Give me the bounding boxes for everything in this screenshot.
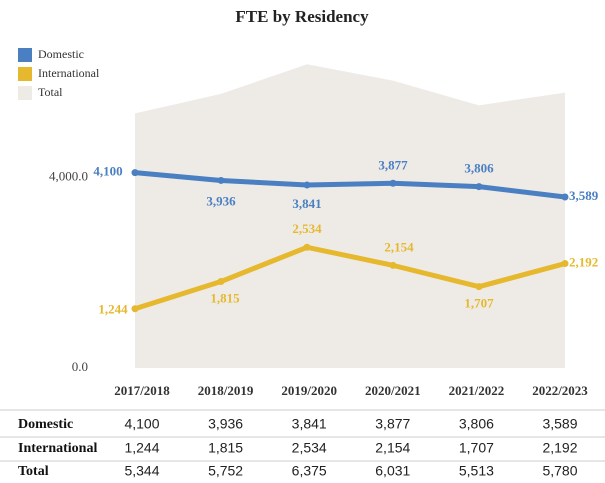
table-cell: 5,752 — [208, 463, 243, 479]
data-label: 3,936 — [206, 193, 236, 208]
table-cell: 1,815 — [208, 440, 243, 456]
data-label: 1,815 — [210, 291, 240, 306]
legend-label: Domestic — [38, 47, 84, 61]
row-header: International — [18, 441, 97, 456]
x-tick-label: 2017/2018 — [114, 383, 170, 398]
data-label: 2,534 — [292, 221, 322, 236]
legend-swatch — [18, 48, 32, 62]
data-label: 2,192 — [569, 255, 598, 270]
legend-label: Total — [38, 85, 63, 99]
table-cell: 1,244 — [124, 440, 159, 456]
table-cell: 3,936 — [208, 416, 243, 432]
table-cell: 5,780 — [542, 463, 577, 479]
point — [475, 283, 483, 291]
point — [217, 278, 225, 286]
table-cell: 3,841 — [292, 416, 327, 432]
point — [389, 261, 397, 269]
point — [131, 305, 139, 313]
y-tick-label: 0.0 — [72, 359, 88, 374]
data-label: 2,154 — [384, 239, 414, 254]
data-label: 3,841 — [292, 196, 321, 211]
data-label: 1,707 — [464, 296, 494, 311]
table-cell: 6,375 — [292, 463, 327, 479]
table-cell: 3,806 — [459, 416, 494, 432]
point — [303, 181, 311, 189]
legend-swatch — [18, 67, 32, 81]
data-label: 3,806 — [464, 161, 494, 176]
x-tick-label: 2021/2022 — [449, 383, 505, 398]
data-label: 3,589 — [569, 188, 599, 203]
point — [561, 260, 569, 268]
x-tick-label: 2022/2023 — [532, 383, 588, 398]
table-cell: 2,192 — [542, 440, 577, 456]
table-cell: 5,344 — [124, 463, 159, 479]
table-cell: 2,534 — [292, 440, 327, 456]
chart-title: FTE by Residency — [235, 7, 369, 26]
x-tick-label: 2019/2020 — [281, 383, 337, 398]
x-tick-label: 2020/2021 — [365, 383, 421, 398]
legend-label: International — [38, 66, 100, 80]
point — [303, 243, 311, 251]
point — [131, 169, 139, 177]
table-cell: 4,100 — [124, 416, 159, 432]
series-line — [134, 244, 566, 312]
point — [389, 179, 397, 187]
table-cell: 1,707 — [459, 440, 494, 456]
data-label: 1,244 — [98, 302, 128, 317]
series-line — [134, 170, 566, 200]
data-label: 4,100 — [93, 164, 122, 179]
table-cell: 3,589 — [542, 416, 577, 432]
point — [561, 193, 569, 201]
data-label: 3,877 — [378, 157, 408, 172]
point — [217, 176, 225, 184]
table-cell: 2,154 — [375, 440, 410, 456]
table-cell: 3,877 — [375, 416, 410, 432]
y-tick-label: 4,000.0 — [49, 168, 88, 183]
row-header: Domestic — [18, 417, 73, 432]
table-cell: 5,513 — [459, 463, 494, 479]
table-cell: 6,031 — [375, 463, 410, 479]
row-header: Total — [18, 464, 49, 479]
total-area — [135, 64, 565, 368]
point — [475, 183, 483, 191]
x-tick-label: 2018/2019 — [198, 383, 254, 398]
legend-swatch — [18, 86, 32, 100]
